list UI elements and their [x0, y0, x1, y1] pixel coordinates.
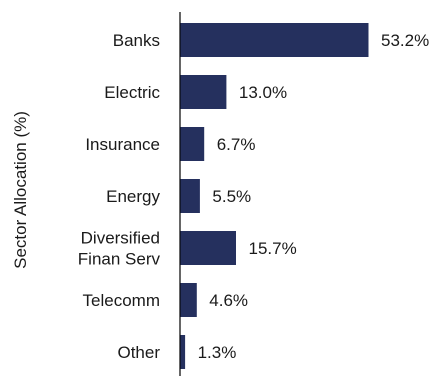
category-labels-group: Banks Electric Insurance Energy Diversified F… [78, 31, 161, 362]
bar-other [180, 335, 186, 369]
bars-group [180, 23, 369, 369]
value-label-insurance: 6.7% [217, 135, 256, 154]
category-label-banks: Banks [113, 31, 160, 50]
value-label-other: 1.3% [198, 343, 237, 362]
category-label-energy: Energy [106, 187, 160, 206]
value-label-telecomm: 4.6% [209, 291, 248, 310]
bar-diversified-finan-serv [180, 231, 236, 265]
value-label-banks: 53.2% [381, 31, 429, 50]
category-label-other: Other [117, 343, 160, 362]
category-label-diversified-finan-serv: Diversified Finan Serv [78, 229, 161, 269]
bar-telecomm [180, 283, 197, 317]
value-label-energy: 5.5% [212, 187, 251, 206]
bar-banks [180, 23, 369, 57]
value-label-diversified-finan-serv: 15.7% [249, 239, 297, 258]
bar-energy [180, 179, 200, 213]
value-label-electric: 13.0% [239, 83, 287, 102]
category-label-telecomm: Telecomm [83, 291, 160, 310]
value-labels-group: 53.2% 13.0% 6.7% 5.5% 15.7% 4.6% 1.3% [198, 31, 430, 362]
bar-electric [180, 75, 227, 109]
category-label-insurance: Insurance [85, 135, 160, 154]
y-axis-label: Sector Allocation (%) [11, 111, 30, 269]
category-label-electric: Electric [104, 83, 160, 102]
bar-insurance [180, 127, 205, 161]
